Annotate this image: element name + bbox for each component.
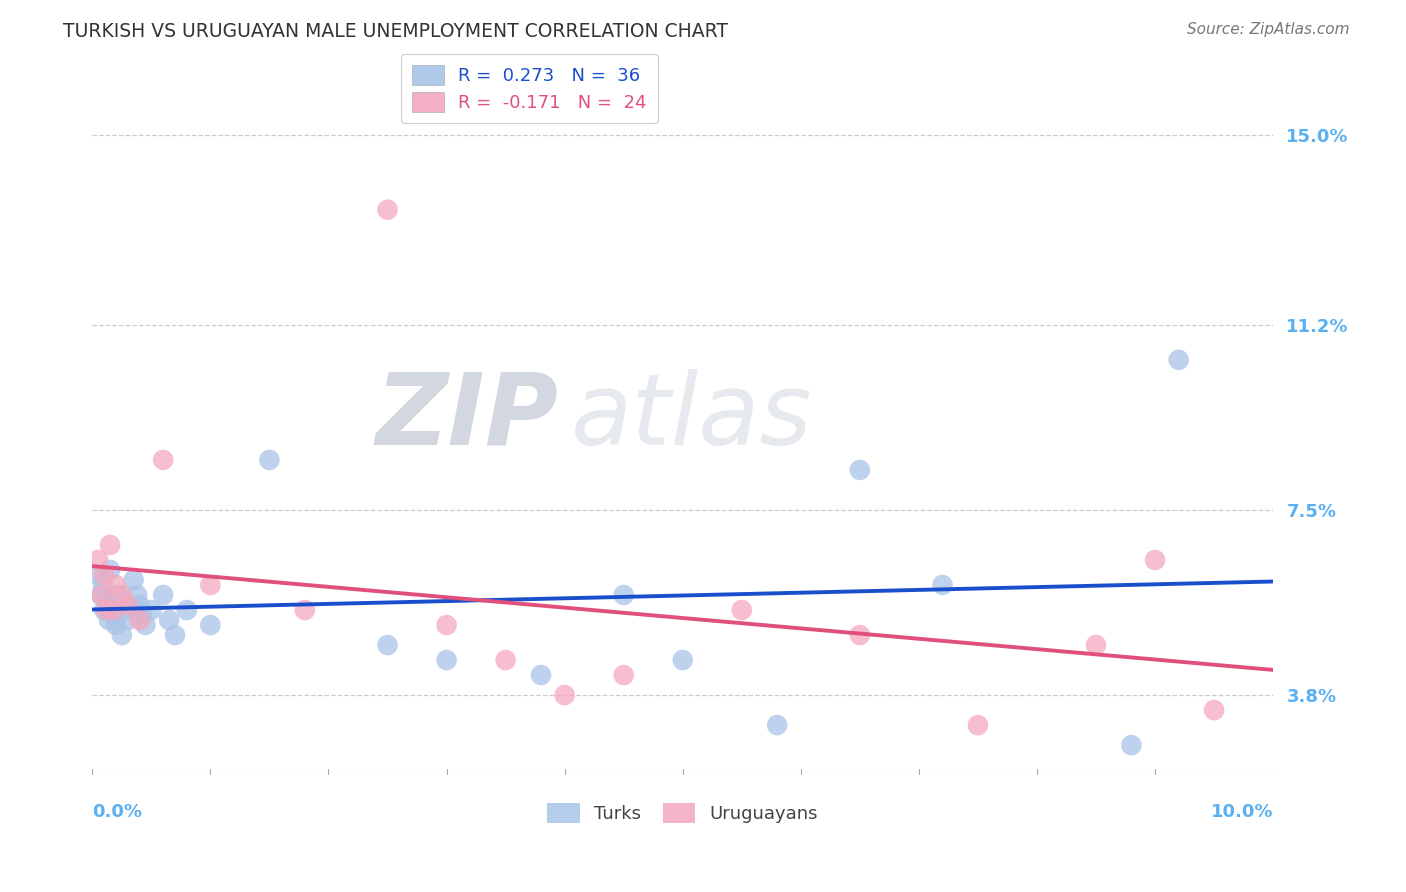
Legend: Turks, Uruguayans: Turks, Uruguayans	[540, 797, 825, 830]
Point	[766, 718, 789, 732]
Point	[931, 578, 953, 592]
Point	[87, 553, 110, 567]
Point	[436, 653, 458, 667]
Point	[111, 588, 134, 602]
Text: ZIP: ZIP	[375, 369, 558, 466]
Point	[157, 613, 180, 627]
Point	[117, 598, 139, 612]
Point	[152, 588, 174, 602]
Point	[200, 578, 222, 592]
Point	[849, 463, 872, 477]
Point	[90, 588, 112, 602]
Point	[128, 598, 150, 612]
Point	[613, 668, 636, 682]
Point	[849, 628, 872, 642]
Point	[152, 453, 174, 467]
Point	[1144, 553, 1167, 567]
Point	[163, 628, 186, 642]
Point	[554, 688, 576, 702]
Point	[90, 588, 112, 602]
Point	[259, 453, 281, 467]
Point	[91, 578, 114, 592]
Point	[200, 618, 222, 632]
Point	[294, 603, 316, 617]
Point	[96, 593, 118, 607]
Point	[103, 603, 125, 617]
Point	[104, 578, 127, 592]
Point	[134, 618, 156, 632]
Text: atlas: atlas	[571, 369, 813, 466]
Point	[97, 613, 120, 627]
Point	[141, 603, 163, 617]
Text: 0.0%: 0.0%	[93, 803, 142, 821]
Text: TURKISH VS URUGUAYAN MALE UNEMPLOYMENT CORRELATION CHART: TURKISH VS URUGUAYAN MALE UNEMPLOYMENT C…	[63, 22, 728, 41]
Point	[127, 588, 149, 602]
Point	[436, 618, 458, 632]
Point	[107, 588, 129, 602]
Point	[114, 603, 136, 617]
Point	[495, 653, 517, 667]
Point	[1204, 703, 1226, 717]
Point	[98, 538, 121, 552]
Point	[122, 573, 145, 587]
Point	[377, 638, 399, 652]
Text: 10.0%: 10.0%	[1211, 803, 1272, 821]
Point	[93, 568, 115, 582]
Point	[117, 613, 139, 627]
Point	[377, 202, 399, 217]
Point	[131, 607, 153, 622]
Point	[1121, 738, 1143, 752]
Point	[613, 588, 636, 602]
Point	[101, 607, 124, 622]
Point	[731, 603, 754, 617]
Point	[103, 598, 125, 612]
Point	[96, 603, 118, 617]
Point	[87, 568, 110, 582]
Point	[1085, 638, 1108, 652]
Point	[111, 628, 134, 642]
Point	[967, 718, 990, 732]
Point	[672, 653, 695, 667]
Point	[128, 613, 150, 627]
Point	[104, 618, 127, 632]
Point	[93, 603, 115, 617]
Point	[176, 603, 198, 617]
Point	[98, 563, 121, 577]
Point	[1167, 352, 1189, 367]
Point	[530, 668, 553, 682]
Text: Source: ZipAtlas.com: Source: ZipAtlas.com	[1187, 22, 1350, 37]
